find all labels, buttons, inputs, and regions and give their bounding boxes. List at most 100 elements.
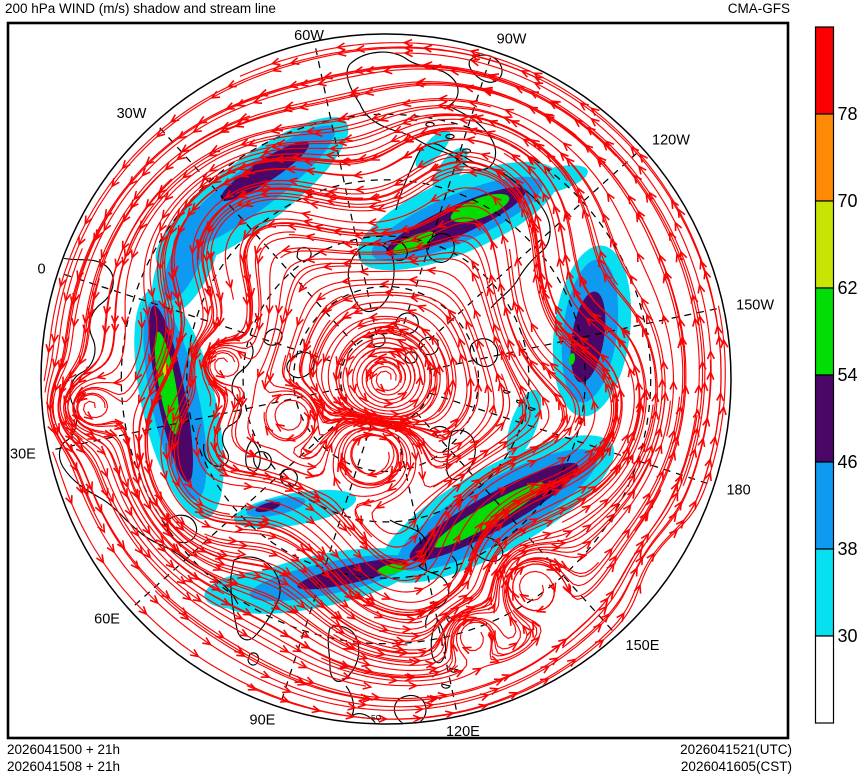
streamline-arrowhead xyxy=(461,611,472,620)
streamline-arrowhead xyxy=(302,218,313,227)
streamline-arrowhead xyxy=(703,269,712,280)
streamline-arrowhead xyxy=(294,675,305,684)
jet-streak-shade xyxy=(163,215,209,301)
streamline-arrowhead xyxy=(354,185,365,194)
streamline-arrowhead xyxy=(550,434,561,444)
streamline-arrowhead xyxy=(215,292,224,303)
streamline-arrowhead xyxy=(668,450,677,461)
streamline-arrowhead xyxy=(616,611,625,622)
streamline-arrowhead xyxy=(353,563,363,573)
streamline-arrowhead xyxy=(82,366,93,376)
streamline-arrowhead xyxy=(238,113,249,121)
streamline xyxy=(64,99,491,678)
streamline-arrowhead xyxy=(420,61,431,71)
streamline-arrowhead xyxy=(266,372,275,383)
colorbar-segment xyxy=(814,461,835,550)
streamline-arrowhead xyxy=(142,549,152,559)
streamline-arrowhead xyxy=(393,177,404,187)
map-frame xyxy=(6,21,790,740)
streamline-arrowhead xyxy=(528,106,539,115)
streamline xyxy=(366,361,401,392)
streamline xyxy=(203,218,577,570)
streamline-arrowhead xyxy=(316,78,327,87)
streamline-arrowhead xyxy=(337,138,348,147)
streamline-arrowhead xyxy=(508,642,519,651)
streamline-arrowhead xyxy=(605,589,615,600)
streamline-arrowhead xyxy=(606,562,616,573)
streamline xyxy=(59,278,671,682)
streamline-arrowhead xyxy=(363,431,374,440)
colorbar-tick-label: 30 xyxy=(838,626,858,646)
streamline-arrowhead xyxy=(533,76,544,85)
streamline-arrowhead xyxy=(132,460,141,471)
streamline-arrowhead xyxy=(352,170,363,179)
streamline-arrowhead xyxy=(367,201,379,211)
streamline-arrowhead xyxy=(148,353,156,364)
streamline-arrowhead xyxy=(558,400,566,410)
streamline-arrowhead xyxy=(260,670,271,679)
streamline-arrowhead xyxy=(376,383,386,393)
streamline xyxy=(195,248,586,582)
streamline-arrowhead xyxy=(510,153,521,163)
streamline-arrowhead xyxy=(426,266,437,275)
streamline-arrowhead xyxy=(194,497,205,507)
streamline-arrowhead xyxy=(378,114,389,122)
streamline-arrowhead xyxy=(616,337,626,348)
streamline-arrowhead xyxy=(500,233,509,245)
streamline-arrowhead xyxy=(129,199,139,210)
streamline-arrowhead xyxy=(690,293,699,304)
streamline-arrowhead xyxy=(450,236,460,245)
colorbar-tick-label: 62 xyxy=(838,278,858,298)
streamline-arrowhead xyxy=(398,461,406,472)
streamline xyxy=(178,81,686,679)
jet-streak-shade xyxy=(255,501,281,513)
streamline-arrowhead xyxy=(514,256,523,267)
streamline-arrowhead xyxy=(645,312,654,324)
streamline-arrowhead xyxy=(491,467,502,476)
streamline xyxy=(337,427,412,538)
streamline-arrowhead xyxy=(229,577,240,586)
streamline-arrowhead xyxy=(103,305,112,316)
streamline-arrowhead xyxy=(138,606,148,616)
streamline-arrowhead xyxy=(602,325,613,335)
streamline-arrowhead xyxy=(702,416,711,427)
streamline-arrowhead xyxy=(366,469,377,478)
streamline-arrowhead xyxy=(165,559,175,569)
streamline-arrowhead xyxy=(65,443,74,454)
streamline xyxy=(197,161,619,616)
streamline-arrowhead xyxy=(271,393,282,403)
streamline-arrowhead xyxy=(201,519,212,528)
streamline-arrowhead xyxy=(335,42,346,51)
streamline-arrowhead xyxy=(252,571,263,580)
streamline-arrowhead xyxy=(122,213,131,224)
streamline-arrowhead xyxy=(371,112,382,121)
streamline-arrowhead xyxy=(602,141,612,151)
streamline-arrowhead xyxy=(578,336,589,346)
streamline-arrowhead xyxy=(408,681,419,690)
streamline-arrowhead xyxy=(246,139,257,147)
streamline-arrowhead xyxy=(252,96,263,105)
streamline-arrowhead xyxy=(401,345,411,355)
streamline-arrowhead xyxy=(579,274,588,285)
streamline-arrowhead xyxy=(381,592,392,600)
streamline-arrowhead xyxy=(558,637,568,647)
streamline-arrowhead xyxy=(209,575,220,583)
streamline-arrowhead xyxy=(238,190,249,199)
streamline-arrowhead xyxy=(296,316,304,328)
streamline xyxy=(44,47,540,393)
streamline xyxy=(144,259,642,637)
streamline-arrowhead xyxy=(449,417,459,428)
streamline-arrowhead xyxy=(340,415,351,425)
streamline-arrowhead xyxy=(369,153,381,161)
streamline-arrowhead xyxy=(677,207,686,218)
streamline-arrowhead xyxy=(479,693,490,702)
streamline-arrowhead xyxy=(50,333,59,344)
streamline-arrowhead xyxy=(469,53,481,62)
meridian-line xyxy=(58,272,344,366)
streamline-arrowhead xyxy=(654,443,663,454)
streamline-arrowhead xyxy=(157,184,168,195)
streamline-arrowhead xyxy=(375,648,387,657)
streamline-arrowhead xyxy=(621,433,629,444)
streamline-arrowhead xyxy=(190,648,200,658)
streamline-arrowhead xyxy=(300,210,311,219)
